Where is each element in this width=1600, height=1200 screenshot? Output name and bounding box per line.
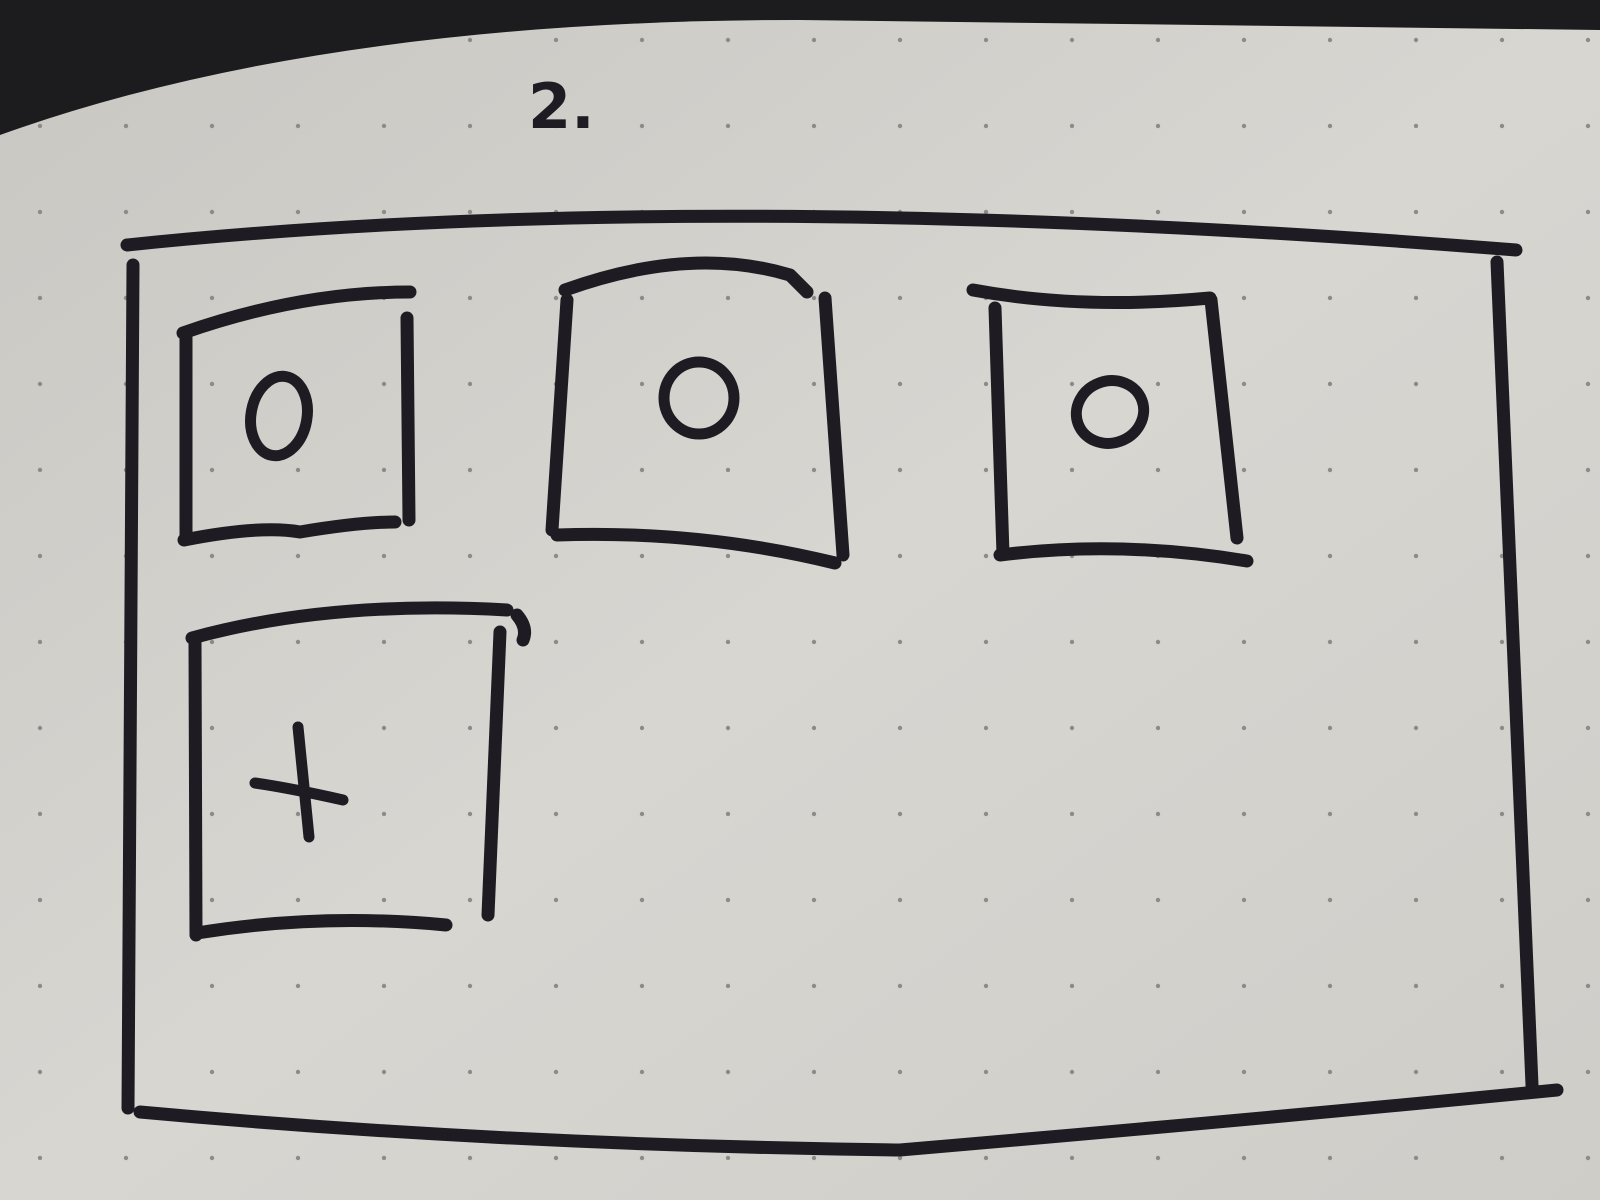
circle-icon bbox=[245, 370, 313, 462]
app-tile-1[interactable] bbox=[176, 285, 417, 547]
page-label: 2. bbox=[528, 70, 595, 143]
plus-icon bbox=[249, 721, 349, 843]
screen-frame bbox=[120, 209, 1564, 1157]
circle-icon bbox=[658, 356, 740, 440]
add-tile[interactable] bbox=[185, 601, 531, 942]
app-tile-2[interactable] bbox=[545, 256, 850, 570]
circle-icon bbox=[1070, 375, 1150, 449]
dot-grid bbox=[0, 20, 1600, 1200]
app-tile-3[interactable] bbox=[966, 283, 1254, 568]
